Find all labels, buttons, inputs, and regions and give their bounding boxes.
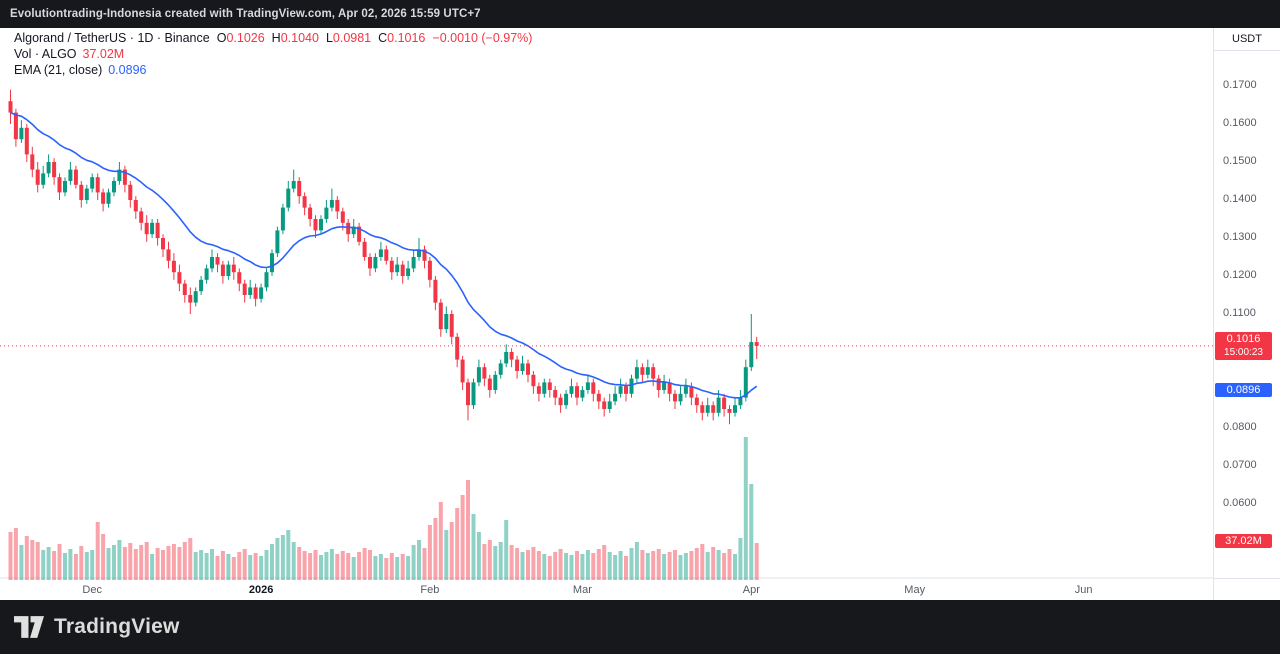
last-price-badge: 0.1016 15:00:23 — [1215, 331, 1272, 360]
ema-label: EMA (21, close) — [14, 63, 103, 77]
price-axis-label: 0.1300 — [1223, 231, 1257, 243]
tradingview-logo-icon[interactable] — [14, 615, 44, 639]
low-label: L — [325, 31, 333, 45]
last-price-value: 0.1016 — [1226, 332, 1261, 345]
ema-value: 0.0896 — [108, 63, 147, 77]
axis-bottom-separator — [1214, 578, 1280, 579]
volume-row[interactable]: Vol · ALGO 37.02M — [14, 47, 532, 62]
price-axis-label: 0.1400 — [1223, 193, 1257, 205]
price-axis-label: 0.1700 — [1223, 79, 1257, 91]
close-label: C — [378, 31, 388, 45]
time-axis-label: 2026 — [248, 584, 274, 596]
price-chart-pane[interactable]: Algorand / TetherUS · 1D · Binance O0.102… — [0, 28, 1213, 600]
price-axis-label: 0.1600 — [1223, 117, 1257, 129]
footer-bar: TradingView — [0, 600, 1280, 654]
topbar-caption: Evolutiontrading-Indonesia created with … — [10, 8, 481, 20]
price-axis-label: 0.0600 — [1223, 497, 1257, 509]
ema-price-badge: 0.0896 — [1215, 382, 1272, 397]
price-axis-label: 0.1100 — [1223, 307, 1256, 319]
time-axis-label: Jun — [1074, 584, 1093, 596]
time-axis-label: Mar — [572, 584, 592, 596]
low-value: 0.0981 — [332, 31, 372, 45]
ema-row[interactable]: EMA (21, close) 0.0896 — [14, 63, 532, 78]
change-value: −0.0010 (−0.97%) — [432, 31, 533, 45]
price-axis-label: 0.1200 — [1223, 269, 1257, 281]
symbol-title[interactable]: Algorand / TetherUS · 1D · Binance — [14, 31, 210, 45]
volume-value: 37.02M — [82, 47, 125, 61]
bar-countdown: 15:00:23 — [1224, 346, 1263, 358]
price-axis-label: 0.0700 — [1223, 459, 1257, 471]
volume-label: Vol · ALGO — [14, 47, 77, 61]
high-value: 0.1040 — [280, 31, 319, 45]
ema-badge-value: 0.0896 — [1226, 383, 1261, 396]
price-axis-label: 0.1500 — [1223, 155, 1257, 167]
currency-label: USDT — [1232, 33, 1262, 45]
time-axis-label: Feb — [420, 584, 440, 596]
open-label: O — [216, 31, 227, 45]
brand-name[interactable]: TradingView — [54, 615, 180, 638]
volume-badge-value: 37.02M — [1225, 534, 1262, 547]
price-axis-label: 0.0800 — [1223, 421, 1257, 433]
candlestick-chart[interactable] — [0, 28, 1213, 600]
high-label: H — [271, 31, 281, 45]
close-value: 0.1016 — [387, 31, 426, 45]
volume-badge: 37.02M — [1215, 533, 1272, 548]
time-axis-label: Dec — [82, 584, 102, 596]
symbol-row[interactable]: Algorand / TetherUS · 1D · Binance O0.102… — [14, 31, 532, 46]
price-axis[interactable]: USDT 0.1700 0.1600 0.1500 0.1400 0.1300 0.120… — [1213, 28, 1280, 600]
legend: Algorand / TetherUS · 1D · Binance O0.102… — [14, 31, 532, 79]
currency-toggle[interactable]: USDT — [1214, 28, 1280, 51]
topbar: Evolutiontrading-Indonesia created with … — [0, 0, 1280, 28]
time-axis-label: Apr — [742, 584, 760, 596]
open-value: 0.1026 — [226, 31, 265, 45]
time-axis-label: May — [904, 584, 926, 596]
